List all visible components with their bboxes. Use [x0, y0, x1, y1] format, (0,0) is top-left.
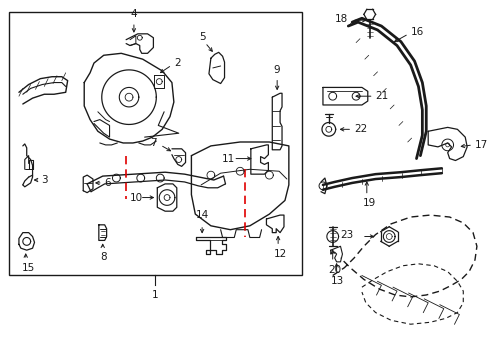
- Text: 4: 4: [130, 9, 136, 19]
- Text: 7: 7: [150, 138, 157, 148]
- Text: 15: 15: [22, 263, 35, 273]
- Text: 14: 14: [196, 210, 209, 220]
- Bar: [9, 12, 301, 275]
- Text: 1: 1: [152, 290, 158, 300]
- Text: 2: 2: [174, 58, 180, 68]
- Text: 3: 3: [41, 175, 48, 185]
- Text: 23: 23: [340, 230, 353, 239]
- Text: 16: 16: [410, 27, 423, 37]
- Text: 19: 19: [362, 198, 375, 208]
- Text: 18: 18: [334, 14, 347, 24]
- Text: 11: 11: [221, 154, 234, 163]
- Text: 21: 21: [375, 91, 388, 101]
- Text: 20: 20: [327, 265, 340, 275]
- Text: 8: 8: [100, 252, 106, 262]
- Text: 6: 6: [104, 178, 111, 188]
- Text: 10: 10: [130, 193, 143, 203]
- Text: 5: 5: [199, 32, 205, 42]
- Text: 17: 17: [474, 140, 487, 150]
- Text: 12: 12: [274, 249, 287, 259]
- Text: 13: 13: [330, 276, 343, 286]
- Text: 22: 22: [353, 124, 366, 134]
- Text: 9: 9: [273, 65, 279, 75]
